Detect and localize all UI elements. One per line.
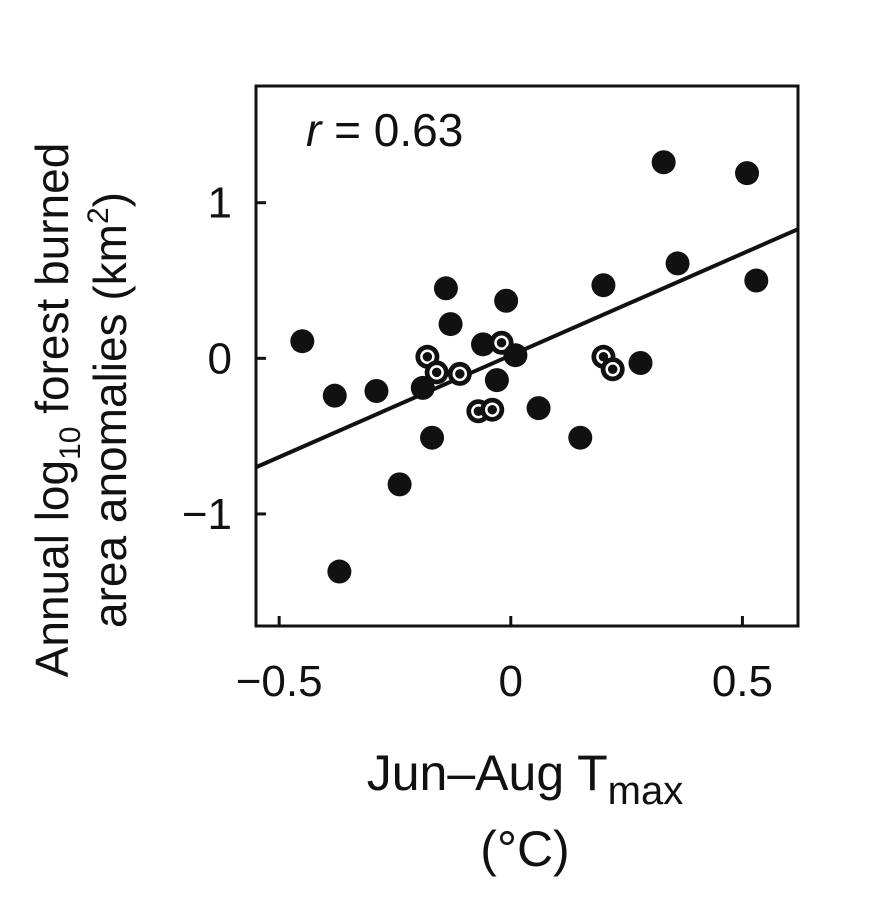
data-point: [387, 472, 412, 497]
data-point: [327, 559, 352, 584]
data-point: [438, 312, 463, 337]
data-point: [470, 332, 495, 357]
data-point-overlapping: [600, 357, 625, 382]
data-point: [410, 375, 435, 400]
data-point: [744, 268, 769, 293]
data-point-overlap-ring: [420, 349, 435, 365]
correlation-equals: =: [321, 104, 373, 156]
y-axis-title-line1-a: Annual log: [26, 460, 78, 677]
y-axis-title-line2: area anomalies (km2): [82, 192, 136, 628]
plot-frame: [254, 84, 800, 628]
x-axis-unit: (°C): [480, 821, 569, 877]
data-point-overlap-ring: [429, 365, 444, 380]
correlation-value: 0.63: [374, 104, 464, 156]
data-point: [484, 368, 509, 393]
y-tick-label: −1: [182, 490, 232, 539]
x-tick-label: 0: [499, 657, 523, 706]
data-point: [503, 343, 528, 368]
y-tick-label: 1: [208, 179, 232, 228]
data-point-overlap-ring: [485, 402, 500, 417]
data-point: [665, 251, 690, 276]
data-point-overlap-ring: [452, 366, 468, 382]
y-tick-label: 0: [208, 334, 232, 383]
data-point: [735, 161, 760, 186]
data-point: [290, 329, 315, 354]
data-point: [494, 288, 519, 313]
x-axis-title-main: Jun–Aug T: [367, 745, 608, 801]
data-point-overlapping: [424, 360, 449, 385]
data-point: [322, 383, 347, 408]
x-axis-title-sub: max: [608, 769, 684, 813]
data-point: [591, 273, 616, 298]
data-points: [290, 150, 769, 584]
y-axis-title-line2-sup: 2: [82, 207, 115, 224]
y-axis-title-line1: Annual log10 forest burned: [26, 143, 87, 678]
data-point-overlapping: [447, 361, 472, 386]
regression-line: [255, 227, 799, 470]
correlation-symbol: r: [306, 104, 323, 156]
data-point-overlapping: [480, 397, 505, 422]
y-axis-title-line2-a: area anomalies (km: [84, 224, 136, 628]
data-point-overlap-ring: [605, 361, 620, 377]
x-axis-title: Jun–Aug Tmax: [367, 745, 684, 813]
y-axis-ticks: 1 0 −1: [182, 179, 266, 539]
x-tick-label: −0.5: [236, 657, 323, 706]
x-axis-ticks: −0.5 0 0.5: [236, 616, 773, 706]
data-point: [568, 425, 593, 450]
y-axis-title-line2-b: ): [84, 192, 136, 207]
y-axis-title-line1-sub: 10: [54, 427, 87, 460]
data-point: [364, 379, 389, 404]
data-point: [526, 396, 551, 421]
data-point: [420, 425, 445, 450]
x-tick-label: 0.5: [712, 657, 773, 706]
data-point: [651, 150, 676, 175]
correlation-annotation: r = 0.63: [306, 104, 463, 156]
y-axis-title-line1-b: forest burned: [26, 143, 78, 427]
data-point: [628, 351, 653, 376]
data-point-overlap-ring: [494, 335, 509, 351]
data-point: [433, 276, 458, 301]
